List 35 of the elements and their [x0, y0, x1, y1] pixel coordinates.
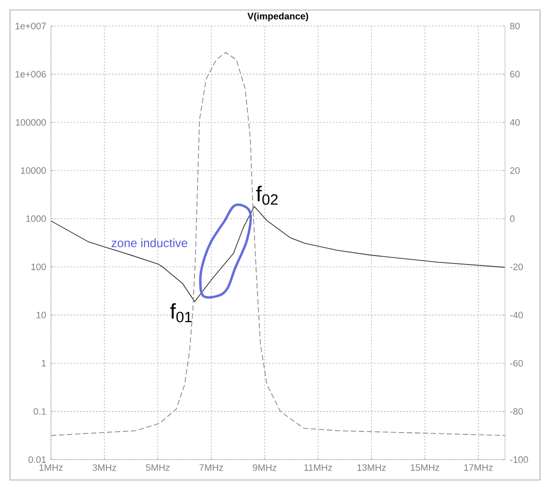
y2-tick-label: 0	[510, 215, 515, 222]
y-tick-label: 10	[36, 312, 46, 318]
x-tick-label: 11MHz	[304, 464, 332, 471]
y2-tick-label: -100	[510, 456, 528, 463]
x-tick-label: 7MHz	[200, 464, 223, 471]
y-tick-label: 1000	[26, 215, 46, 222]
y-tick-label: 100	[31, 264, 46, 270]
y2-tick-label: 40	[510, 119, 520, 126]
x-tick-label: 17MHz	[464, 464, 493, 471]
line-series	[50, 206, 506, 302]
x-tick-label: 9MHz	[252, 464, 276, 471]
y-tick-label: 0.1	[34, 408, 46, 415]
y-tick-label: 0.01	[28, 456, 46, 463]
chart-title: V(impedance)	[247, 12, 308, 22]
x-tick-label: 15MHz	[410, 464, 440, 471]
x-tick-label: 5MHz	[146, 464, 170, 471]
y-tick-label: 1e+007	[16, 22, 46, 30]
y2-tick-label: -40	[510, 312, 523, 318]
y-tick-label: 1	[42, 360, 46, 366]
y2-tick-label: 20	[510, 167, 520, 174]
y-tick-label: 100000	[16, 119, 46, 126]
annotation: zone inductive	[112, 238, 188, 248]
y2-tick-label: 80	[510, 22, 520, 30]
x-tick-label: 13MHz	[357, 464, 386, 471]
annotation: f$_{01}$	[170, 303, 192, 322]
y-tick-label: 10000	[21, 167, 46, 174]
annotation: f$_{02}$	[256, 186, 278, 205]
y2-tick-label: -80	[510, 408, 523, 415]
y2-tick-label: -20	[510, 264, 523, 270]
x-tick-label: 1MHz	[40, 464, 63, 471]
line-series	[51, 52, 506, 436]
y2-tick-label: 60	[510, 70, 520, 78]
x-tick-label: 3MHz	[92, 464, 116, 471]
y2-tick-label: -60	[510, 360, 523, 367]
y-tick-label: 1e+006	[16, 70, 46, 78]
